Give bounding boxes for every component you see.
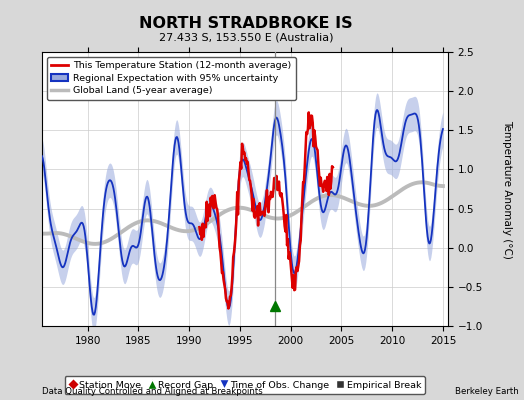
Text: NORTH STRADBROKE IS: NORTH STRADBROKE IS <box>139 16 353 31</box>
Y-axis label: Temperature Anomaly (°C): Temperature Anomaly (°C) <box>503 120 512 258</box>
Legend: Station Move, Record Gap, Time of Obs. Change, Empirical Break: Station Move, Record Gap, Time of Obs. C… <box>64 376 425 394</box>
Text: 27.433 S, 153.550 E (Australia): 27.433 S, 153.550 E (Australia) <box>159 33 334 43</box>
Text: Data Quality Controlled and Aligned at Breakpoints: Data Quality Controlled and Aligned at B… <box>42 387 263 396</box>
Text: Berkeley Earth: Berkeley Earth <box>455 387 519 396</box>
